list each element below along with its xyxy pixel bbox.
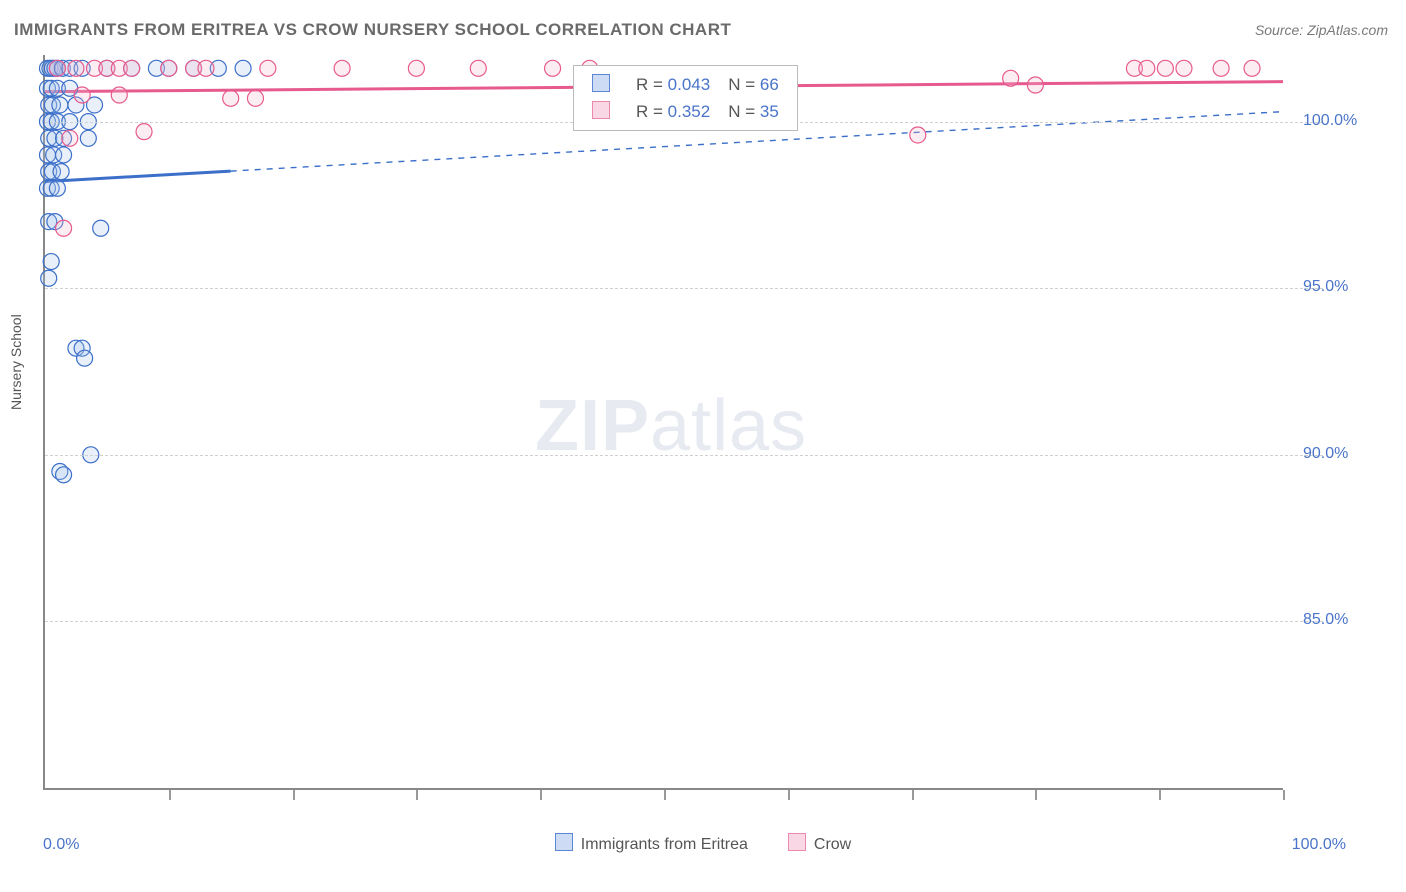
point-eritrea — [235, 60, 251, 76]
x-tick — [1159, 790, 1161, 800]
gridline-h — [45, 288, 1323, 289]
y-tick-label: 85.0% — [1303, 611, 1348, 629]
source-credit: Source: ZipAtlas.com — [1255, 22, 1388, 38]
point-eritrea — [41, 270, 57, 286]
y-axis-label: Nursery School — [8, 314, 24, 410]
point-crow — [1139, 60, 1155, 76]
x-tick — [788, 790, 790, 800]
point-crow — [136, 124, 152, 140]
bottom-legend: Immigrants from Eritrea Crow — [0, 833, 1406, 854]
point-eritrea — [49, 180, 65, 196]
plot-area: ZIPatlas — [43, 55, 1283, 790]
stats-row-crow: R = 0.352N = 35 — [584, 99, 787, 124]
x-tick — [912, 790, 914, 800]
point-crow — [1244, 60, 1260, 76]
gridline-h — [45, 455, 1323, 456]
source-prefix: Source: — [1255, 22, 1307, 38]
point-eritrea — [52, 97, 68, 113]
point-crow — [247, 90, 263, 106]
x-tick — [664, 790, 666, 800]
y-tick-label: 95.0% — [1303, 278, 1348, 296]
source-name: ZipAtlas.com — [1307, 22, 1388, 38]
swatch-crow — [788, 833, 806, 851]
point-crow — [910, 127, 926, 143]
gridline-h — [45, 621, 1323, 622]
point-crow — [1176, 60, 1192, 76]
point-crow — [124, 60, 140, 76]
x-tick — [416, 790, 418, 800]
legend-label-crow: Crow — [814, 836, 851, 853]
point-eritrea — [56, 147, 72, 163]
stats-swatch-crow — [592, 101, 610, 119]
point-eritrea — [56, 467, 72, 483]
stats-r-eritrea: R = 0.043 — [628, 72, 718, 97]
point-eritrea — [53, 164, 69, 180]
point-crow — [49, 60, 65, 76]
y-tick-label: 100.0% — [1303, 112, 1357, 130]
trend-solid-eritrea — [45, 171, 231, 181]
legend-item-eritrea: Immigrants from Eritrea — [555, 833, 748, 854]
x-tick — [169, 790, 171, 800]
point-crow — [68, 60, 84, 76]
legend-label-eritrea: Immigrants from Eritrea — [581, 836, 748, 853]
point-crow — [1157, 60, 1173, 76]
point-crow — [1213, 60, 1229, 76]
point-crow — [56, 220, 72, 236]
point-crow — [260, 60, 276, 76]
stats-n-crow: N = 35 — [720, 99, 787, 124]
point-eritrea — [77, 350, 93, 366]
chart-title: IMMIGRANTS FROM ERITREA VS CROW NURSERY … — [14, 20, 731, 40]
point-crow — [334, 60, 350, 76]
point-crow — [408, 60, 424, 76]
point-crow — [74, 87, 90, 103]
point-crow — [198, 60, 214, 76]
point-eritrea — [43, 254, 59, 270]
point-crow — [161, 60, 177, 76]
swatch-eritrea — [555, 833, 573, 851]
x-tick — [293, 790, 295, 800]
point-crow — [545, 60, 561, 76]
point-crow — [111, 87, 127, 103]
point-crow — [1003, 70, 1019, 86]
x-tick — [1283, 790, 1285, 800]
chart-svg — [45, 55, 1283, 788]
point-crow — [470, 60, 486, 76]
stats-n-eritrea: N = 66 — [720, 72, 787, 97]
x-tick — [540, 790, 542, 800]
point-crow — [62, 130, 78, 146]
y-tick-label: 90.0% — [1303, 445, 1348, 463]
stats-swatch-eritrea — [592, 74, 610, 92]
point-eritrea — [80, 130, 96, 146]
x-tick — [1035, 790, 1037, 800]
point-eritrea — [93, 220, 109, 236]
stats-r-crow: R = 0.352 — [628, 99, 718, 124]
stats-row-eritrea: R = 0.043N = 66 — [584, 72, 787, 97]
stats-legend-box: R = 0.043N = 66R = 0.352N = 35 — [573, 65, 798, 131]
point-crow — [223, 90, 239, 106]
point-crow — [1027, 77, 1043, 93]
legend-item-crow: Crow — [788, 833, 851, 854]
